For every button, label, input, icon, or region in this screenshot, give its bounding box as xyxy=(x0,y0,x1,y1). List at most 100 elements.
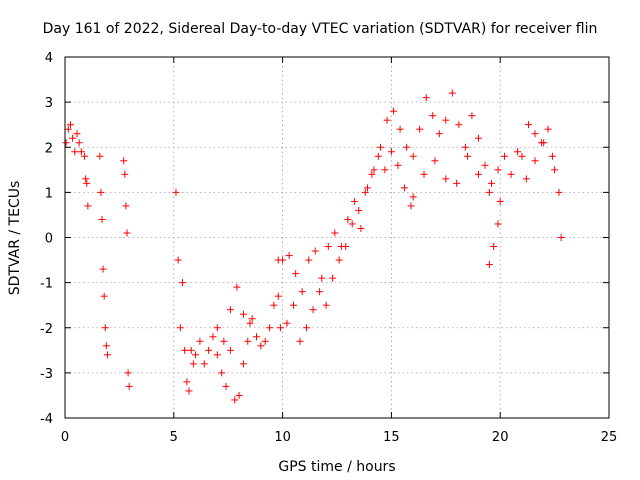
y-tick-label: -4 xyxy=(40,412,53,427)
data-point xyxy=(123,229,131,237)
data-point xyxy=(318,274,326,282)
data-point xyxy=(548,152,556,160)
x-axis-label: GPS time / hours xyxy=(278,459,395,475)
data-point xyxy=(329,274,337,282)
data-point xyxy=(226,306,234,314)
data-point xyxy=(429,112,437,120)
data-point xyxy=(220,337,228,345)
series-arc-9 xyxy=(409,89,522,187)
x-tick-label: 20 xyxy=(492,430,509,445)
data-point xyxy=(361,188,369,196)
data-point xyxy=(442,116,450,124)
data-point xyxy=(357,224,365,232)
y-tick-label: -1 xyxy=(40,277,53,292)
data-point xyxy=(81,152,89,160)
data-point xyxy=(555,188,563,196)
data-point xyxy=(298,288,306,296)
data-point xyxy=(209,333,217,341)
data-point xyxy=(540,139,548,147)
data-point xyxy=(400,184,408,192)
data-point xyxy=(283,319,291,327)
data-point xyxy=(222,382,230,390)
data-point xyxy=(551,166,559,174)
data-point xyxy=(276,324,284,332)
data-point xyxy=(461,143,469,151)
data-point xyxy=(442,175,450,183)
data-point xyxy=(474,170,482,178)
data-point xyxy=(409,152,417,160)
data-point xyxy=(348,220,356,228)
data-point xyxy=(213,324,221,332)
data-point xyxy=(481,161,489,169)
x-tick-label: 25 xyxy=(601,430,618,445)
data-point xyxy=(350,197,358,205)
data-point xyxy=(409,193,417,201)
y-tick-label: 2 xyxy=(45,141,53,156)
data-point xyxy=(544,125,552,133)
data-point xyxy=(474,134,482,142)
data-point xyxy=(239,360,247,368)
data-point xyxy=(96,152,104,160)
data-point xyxy=(322,301,330,309)
data-point xyxy=(246,319,254,327)
data-point xyxy=(285,252,293,260)
data-point xyxy=(305,256,313,264)
data-point xyxy=(422,94,430,102)
data-point xyxy=(331,229,339,237)
data-point xyxy=(514,148,522,156)
data-point xyxy=(82,175,90,183)
data-point xyxy=(99,265,107,273)
data-point xyxy=(431,157,439,165)
data-point xyxy=(189,360,197,368)
data-point xyxy=(394,161,402,169)
data-point xyxy=(518,152,526,160)
data-point xyxy=(101,324,109,332)
data-point xyxy=(485,188,493,196)
data-point xyxy=(309,306,317,314)
data-point xyxy=(289,301,297,309)
y-tick-label: -2 xyxy=(40,322,53,337)
data-point xyxy=(468,112,476,120)
y-tick-label: 4 xyxy=(45,51,53,66)
series-arc-6 xyxy=(213,283,254,345)
data-point xyxy=(501,152,509,160)
data-point xyxy=(344,215,352,223)
data-point xyxy=(531,130,539,138)
data-point xyxy=(448,89,456,97)
data-point xyxy=(73,130,81,138)
series-arc-1 xyxy=(62,121,85,156)
data-point xyxy=(231,396,239,404)
data-point xyxy=(292,270,300,278)
series-arc-2 xyxy=(81,152,92,210)
data-point xyxy=(172,188,180,196)
data-point xyxy=(383,116,391,124)
data-point xyxy=(69,134,77,142)
data-point xyxy=(316,288,324,296)
data-point xyxy=(120,157,128,165)
y-tick-label: 3 xyxy=(45,96,53,111)
data-point xyxy=(524,121,532,129)
data-point xyxy=(435,130,443,138)
data-point xyxy=(102,342,110,350)
data-point xyxy=(266,324,274,332)
data-point xyxy=(381,166,389,174)
data-point xyxy=(181,346,189,354)
data-point xyxy=(185,387,193,395)
series-arc-5 xyxy=(172,188,282,404)
data-point xyxy=(455,121,463,129)
data-point xyxy=(279,256,287,264)
y-tick-label: 1 xyxy=(45,186,53,201)
data-point xyxy=(124,369,132,377)
data-point xyxy=(122,202,130,210)
data-point xyxy=(174,256,182,264)
data-point xyxy=(490,243,498,251)
series-arc-4 xyxy=(120,157,133,390)
data-point xyxy=(494,166,502,174)
data-point xyxy=(244,337,252,345)
x-tick-label: 5 xyxy=(170,430,178,445)
data-point xyxy=(557,234,565,241)
x-tick-label: 0 xyxy=(61,430,69,445)
data-point xyxy=(403,143,411,151)
data-point xyxy=(487,179,495,187)
